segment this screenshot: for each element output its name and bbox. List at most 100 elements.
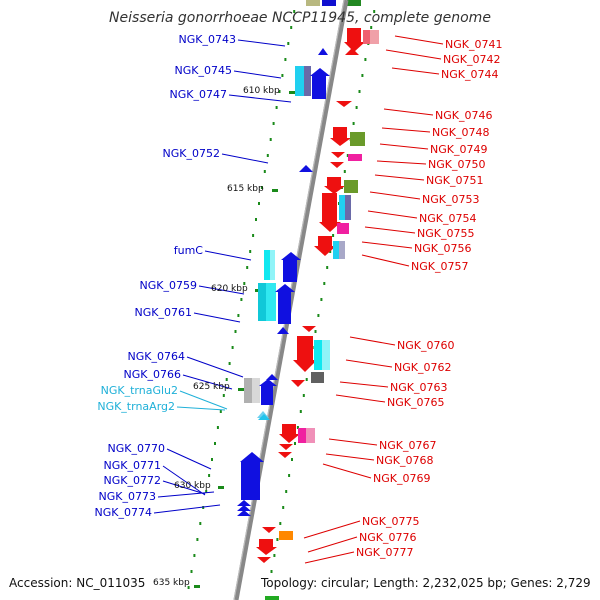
genome-title: Neisseria gonorrhoeae NCCP11945, complet… (109, 10, 491, 26)
gene-ngk-0776-arrow (256, 539, 277, 555)
gene-ngk-0775 (262, 527, 276, 533)
gene-ngk-0750-arrow (330, 162, 344, 168)
gene-ngk-0776 (279, 531, 293, 540)
leader-line (325, 453, 375, 461)
coordinate-tick (208, 474, 211, 477)
coordinate-tick (285, 490, 288, 493)
gene-ngk-0763 (311, 372, 324, 383)
coordinate-tick (287, 42, 290, 45)
leader-line (364, 226, 416, 234)
coordinate-tick (216, 426, 219, 429)
kbp-tick (218, 486, 224, 489)
coordinate-tick (234, 330, 237, 333)
gene-label: NGK_0766 (124, 368, 181, 381)
leader-line (204, 250, 252, 261)
gene-label: NGK_0755 (417, 227, 474, 240)
gene-label: NGK_0777 (356, 546, 413, 559)
gene-label: NGK_0759 (140, 279, 197, 292)
coordinate-tick (282, 506, 285, 509)
leader-line (376, 160, 427, 165)
coordinate-tick (302, 394, 305, 397)
gene-ngk-0761 (275, 284, 295, 324)
gene-ngk-0773 (237, 505, 251, 511)
gene-label: NGK_trnaGlu2 (101, 384, 178, 397)
leader-line (186, 356, 244, 378)
gene-label: NGK_0769 (373, 472, 430, 485)
gene-ngk-0756-cyan (333, 241, 339, 259)
coordinate-tick (272, 122, 275, 125)
coordinate-tick (211, 458, 213, 461)
gene-ngk-0762-light (322, 340, 330, 370)
leader-line (157, 491, 215, 498)
reverse-strand-genes (256, 28, 379, 600)
gene-ngk-0749-arrow (331, 152, 345, 158)
coordinate-tick (193, 554, 196, 557)
gene-label: NGK_0749 (430, 143, 487, 156)
gene-ngk-0774 (237, 510, 251, 516)
reverse-gene-labels: NGK_0741 NGK_0742 NGK_0744 NGK_0746 NGK_… (356, 38, 502, 559)
coordinate-tick (255, 218, 257, 221)
kbp-label: 610 kbp (243, 86, 280, 96)
coordinate-tick (196, 538, 199, 541)
gene-label: NGK_trnaArg2 (97, 400, 175, 413)
leader-line (198, 285, 245, 295)
gene-ngk-0768 (279, 444, 293, 450)
gene-ngk-0755 (337, 223, 349, 234)
coordinate-tick (314, 330, 317, 333)
leader-line (379, 143, 429, 150)
leader-line (304, 551, 355, 564)
coordinate-tick (290, 26, 293, 29)
coordinate-tick (358, 90, 361, 93)
coordinate-tick (260, 186, 263, 189)
gene-ngk-0748 (330, 127, 351, 146)
gene-trna-arg2 (258, 414, 270, 420)
coordinate-tick (246, 266, 249, 269)
gene-ngk-0766 (259, 379, 277, 405)
kbp-label: 630 kbp (174, 481, 211, 491)
gene-ngk-0759-light (266, 283, 276, 321)
gene-label: NGK_0747 (170, 88, 227, 101)
gene-label: NGK_0765 (387, 396, 444, 409)
forward-gene-labels: NGK_0743 NGK_0745 NGK_0747 NGK_0752 fumC… (95, 33, 236, 519)
coordinate-tick (243, 282, 246, 285)
gene-label: NGK_0773 (99, 490, 156, 503)
coordinate-tick (320, 298, 323, 301)
gene-label: NGK_0770 (108, 442, 165, 455)
gene-ngk-0741-pink (363, 30, 372, 44)
leader-line (166, 448, 212, 470)
gene-ngk-0767 (279, 424, 300, 443)
coordinate-tick (352, 122, 355, 125)
leader-line (349, 336, 396, 346)
gene-ngk-0747 (310, 68, 330, 99)
coordinate-tick (361, 74, 364, 77)
gene-ngk-0770-0774 (240, 452, 264, 500)
leader-line (339, 381, 389, 388)
coordinate-tick (252, 234, 255, 237)
coordinate-tick (323, 282, 326, 285)
top-clipped-feature (347, 0, 361, 6)
gene-ngk-0753 (344, 180, 358, 193)
gene-label: NGK_0748 (432, 126, 489, 139)
gene-ngk-0765 (291, 380, 305, 387)
coordinate-tick (291, 458, 293, 461)
accession-text: Accession: NC_011035 (9, 576, 145, 590)
leader-line (176, 406, 226, 411)
leader-line (179, 390, 228, 410)
forward-strand-genes (237, 48, 330, 516)
leader-line (361, 241, 413, 249)
gene-label: NGK_0744 (441, 68, 498, 81)
gene-label: NGK_0751 (426, 174, 483, 187)
leader-line (369, 191, 421, 200)
leader-line (394, 35, 444, 45)
coordinate-tick (373, 10, 376, 13)
coordinate-tick (355, 106, 358, 109)
coordinate-tick (329, 250, 332, 253)
coordinate-tick (205, 490, 208, 493)
leader-line (383, 108, 434, 116)
coordinate-tick (249, 250, 252, 253)
coordinate-tick (276, 538, 279, 541)
coordinate-tick (266, 154, 269, 157)
leader-line (228, 94, 292, 103)
kbp-tick (238, 388, 244, 391)
coordinate-tick (332, 234, 335, 237)
